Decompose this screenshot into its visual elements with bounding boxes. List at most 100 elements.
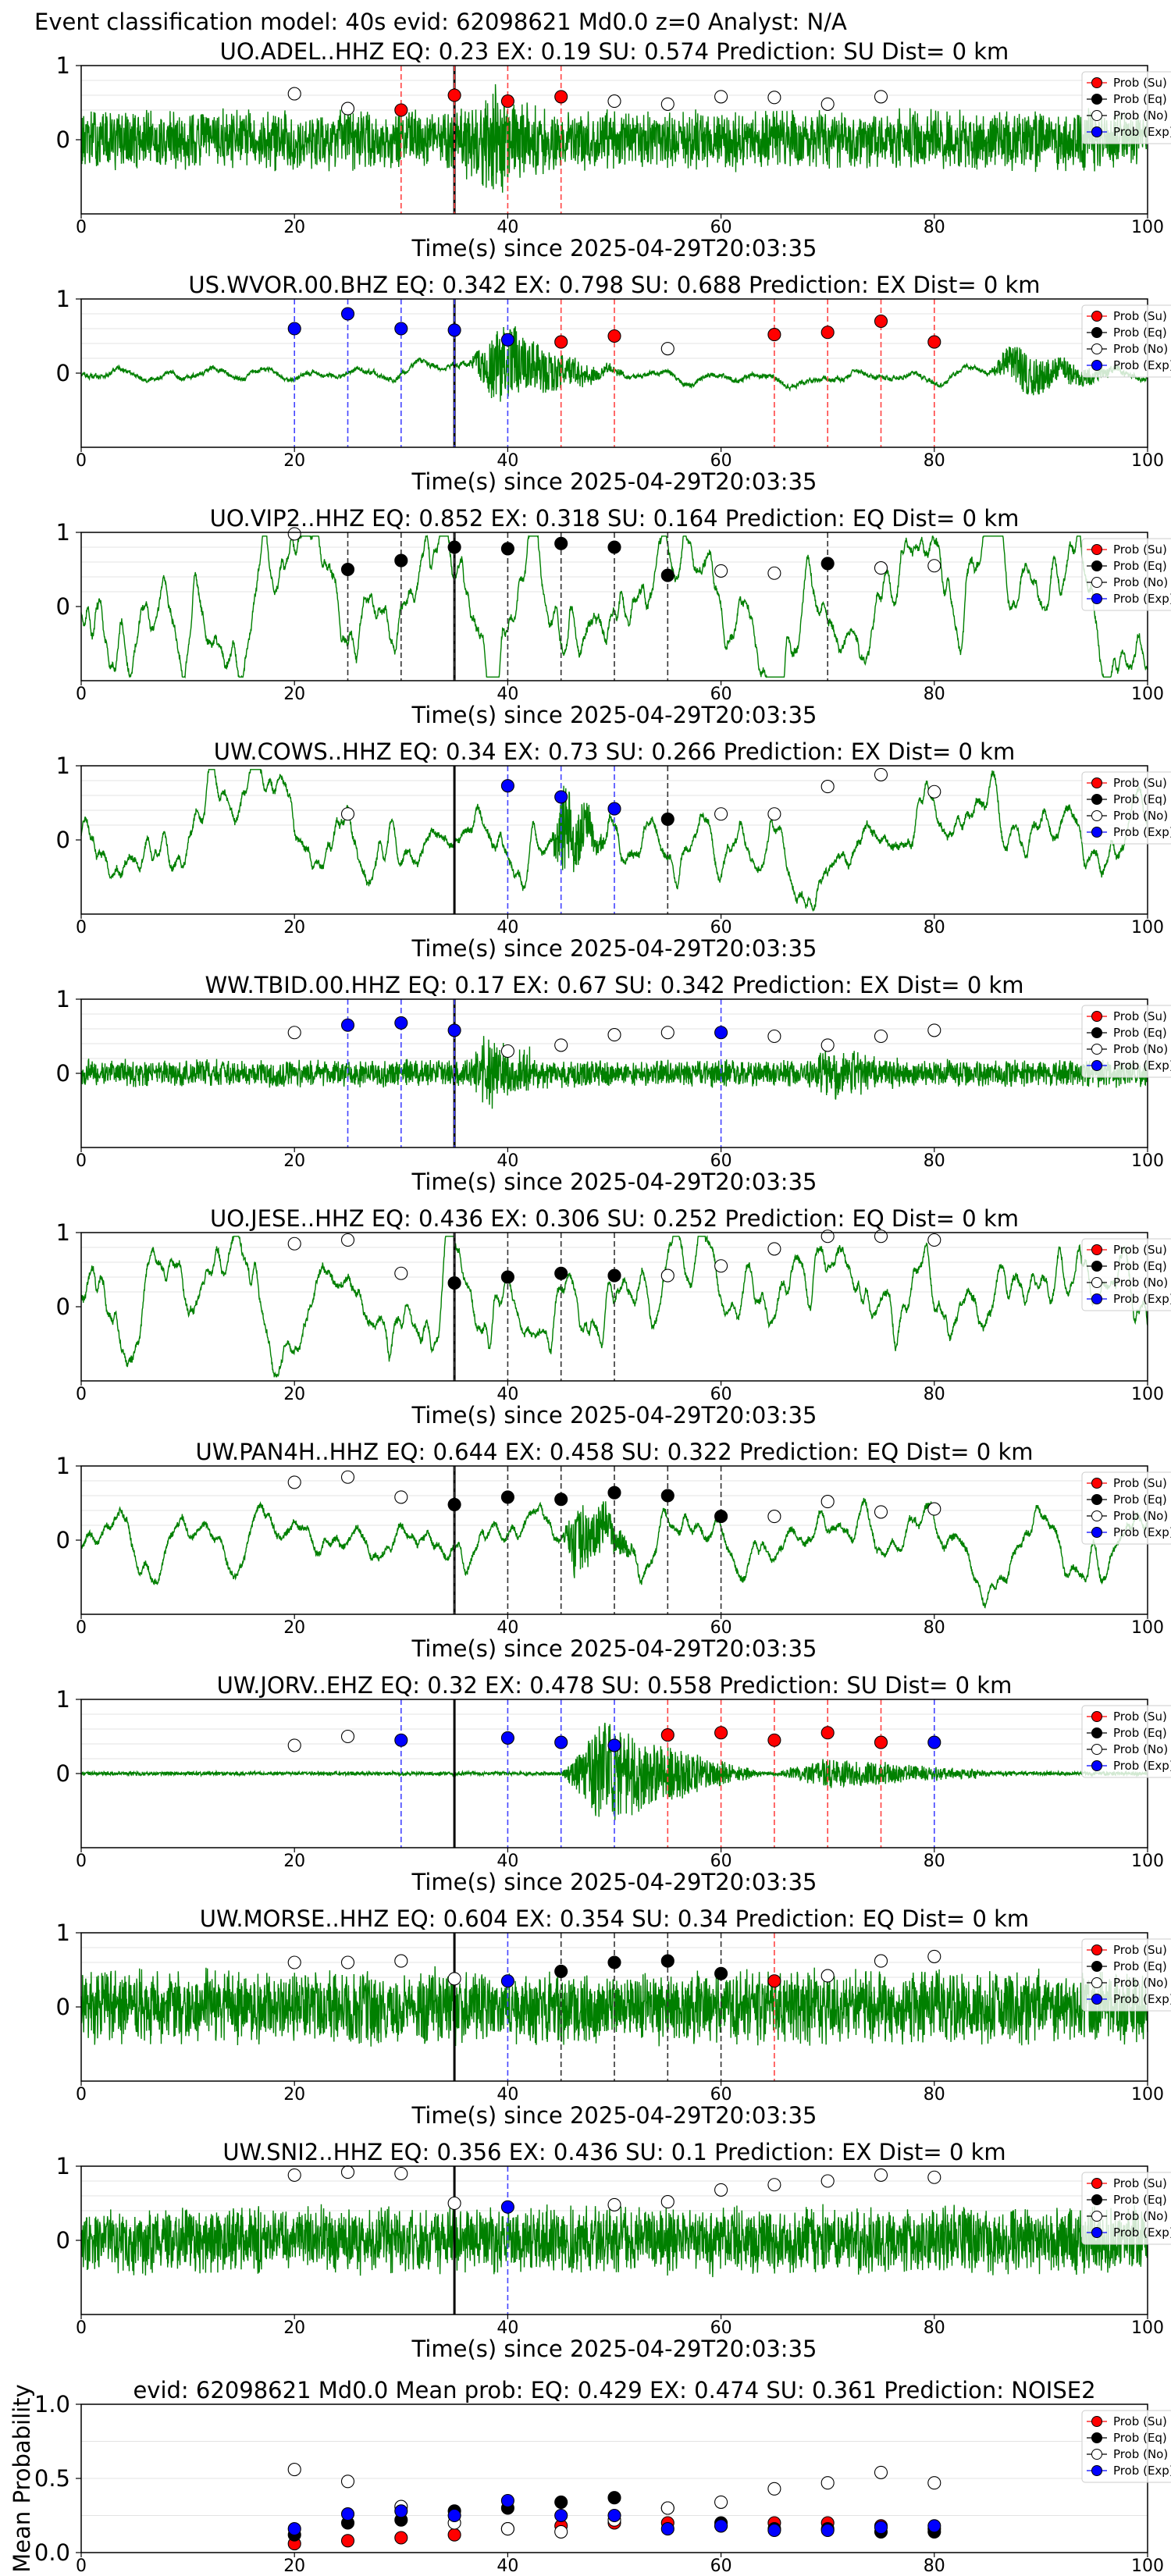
mean-marker-eq	[554, 2495, 568, 2509]
prob-marker-eq	[660, 812, 674, 826]
legend-marker-su	[1091, 1244, 1102, 1255]
prob-marker-no	[447, 2196, 461, 2211]
xtick-label: 40	[497, 1385, 518, 1404]
xtick-label: 80	[924, 218, 945, 237]
waveform-trace	[80, 1036, 1148, 1109]
xtick-label: 100	[1131, 685, 1164, 704]
x-axis-label: Time(s) since 2025-04-29T20:03:35	[411, 702, 817, 728]
prob-marker-no	[927, 559, 941, 573]
xtick-label: 0	[76, 2318, 87, 2338]
xtick-label: 60	[710, 1151, 732, 1171]
prob-marker-no	[714, 2183, 728, 2197]
mean-marker-su	[394, 2531, 408, 2545]
legend: Prob (Su) Prob (Eq) Prob (No) Prob (Exp)	[1081, 538, 1171, 611]
ytick-label: 1	[56, 2153, 70, 2179]
legend-label-eq: Prob (Eq)	[1113, 1726, 1167, 1740]
prob-marker-no	[874, 561, 888, 575]
legend-label-eq: Prob (Eq)	[1113, 2431, 1167, 2445]
prob-marker-no	[660, 97, 674, 111]
legend-marker-exp	[1091, 1760, 1102, 1771]
legend-label-no: Prob (No)	[1113, 109, 1168, 123]
xtick-label: 60	[710, 1852, 732, 1871]
legend-marker-eq	[1091, 327, 1102, 338]
legend-frame	[1081, 1705, 1171, 1778]
prob-marker-no	[767, 91, 781, 105]
prob-marker-exp	[500, 2200, 514, 2214]
legend: Prob (Su) Prob (Eq) Prob (No) Prob (Exp)	[1081, 771, 1171, 845]
legend-marker-exp	[1091, 1060, 1102, 1071]
mean-marker-exp	[287, 2522, 301, 2536]
mean-marker-exp	[927, 2519, 941, 2533]
xtick-label: 80	[924, 451, 945, 471]
legend-marker-no	[1091, 1977, 1102, 1988]
panel-title: UW.COWS..HHZ EQ: 0.34 EX: 0.73 SU: 0.266…	[214, 738, 1015, 765]
xtick-label: 100	[1131, 2085, 1164, 2105]
legend-label-no: Prob (No)	[1113, 575, 1168, 589]
ytick-label: 1.0	[34, 2391, 70, 2418]
legend-marker-eq	[1091, 1027, 1102, 1038]
prob-marker-no	[767, 807, 781, 821]
prob-marker-eq	[554, 1266, 568, 1280]
panel-9: UW.SNI2..HHZ EQ: 0.356 EX: 0.436 SU: 0.1…	[56, 2139, 1171, 2362]
ytick-label: 1	[56, 519, 70, 546]
prob-marker-su	[874, 1735, 888, 1749]
xtick-label: 100	[1131, 451, 1164, 471]
prob-marker-eq	[607, 1955, 621, 1969]
prob-marker-exp	[500, 333, 514, 347]
prob-marker-exp	[394, 322, 408, 336]
legend-frame	[1081, 1238, 1171, 1311]
prob-marker-no	[340, 807, 355, 821]
panel-title: UW.PAN4H..HHZ EQ: 0.644 EX: 0.458 SU: 0.…	[195, 1439, 1033, 1465]
xtick-label: 0	[76, 1852, 87, 1871]
prob-marker-su	[660, 1728, 674, 1742]
legend-marker-no	[1091, 2449, 1102, 2460]
prob-marker-no	[287, 2168, 301, 2182]
ytick-label: 0	[56, 360, 70, 386]
prob-marker-eq	[554, 1964, 568, 1978]
prob-marker-exp	[607, 1738, 621, 1752]
panel-title: UW.SNI2..HHZ EQ: 0.356 EX: 0.436 SU: 0.1…	[222, 2139, 1005, 2165]
prob-marker-no	[820, 780, 835, 794]
mean-marker-no	[820, 2476, 835, 2490]
mean-marker-no	[767, 2482, 781, 2496]
legend-label-su: Prob (Su)	[1113, 776, 1167, 790]
mean-marker-no	[554, 2524, 568, 2539]
x-axis-label: Time(s) since 2025-04-29T20:03:35	[411, 1635, 817, 1662]
legend: Prob (Su) Prob (Eq) Prob (No) Prob (Exp)	[1081, 1705, 1171, 1778]
legend-marker-exp	[1091, 827, 1102, 838]
legend-label-exp: Prob (Exp)	[1113, 825, 1171, 839]
legend-label-exp: Prob (Exp)	[1113, 1759, 1171, 1773]
prob-marker-su	[767, 1974, 781, 1988]
prob-marker-no	[287, 527, 301, 541]
xtick-label: 100	[1131, 1618, 1164, 1638]
ytick-label: 0	[56, 1760, 70, 1787]
x-axis-label: Time(s) since 2025-04-29T20:03:35	[411, 2102, 817, 2129]
xtick-label: 0	[76, 1151, 87, 1171]
legend: Prob (Su) Prob (Eq) Prob (No) Prob (Exp)	[1081, 304, 1171, 378]
legend-frame	[1081, 2410, 1171, 2483]
mean-marker-no	[287, 2463, 301, 2477]
mean-marker-exp	[607, 2508, 621, 2523]
xtick-label: 0	[76, 1385, 87, 1404]
prob-marker-su	[394, 103, 408, 117]
prob-marker-no	[927, 2170, 941, 2184]
panel-title: evid: 62098621 Md0.0 Mean prob: EQ: 0.42…	[133, 2377, 1095, 2403]
legend-label-eq: Prob (Eq)	[1113, 1259, 1167, 1273]
legend-label-su: Prob (Su)	[1113, 1476, 1167, 1490]
xtick-label: 40	[497, 918, 518, 938]
prob-marker-exp	[287, 322, 301, 336]
xtick-label: 80	[924, 685, 945, 704]
legend-marker-no	[1091, 1744, 1102, 1755]
mean-marker-exp	[874, 2521, 888, 2535]
legend-marker-eq	[1091, 2432, 1102, 2443]
mean-marker-su	[340, 2534, 355, 2548]
prob-marker-no	[874, 1505, 888, 1519]
legend-marker-exp	[1091, 126, 1102, 137]
xtick-label: 100	[1131, 2318, 1164, 2338]
panel-4: WW.TBID.00.HHZ EQ: 0.17 EX: 0.67 SU: 0.3…	[56, 972, 1171, 1195]
legend-frame	[1081, 71, 1171, 144]
mean-marker-no	[714, 2495, 728, 2509]
legend: Prob (Su) Prob (Eq) Prob (No) Prob (Exp)	[1081, 71, 1171, 144]
